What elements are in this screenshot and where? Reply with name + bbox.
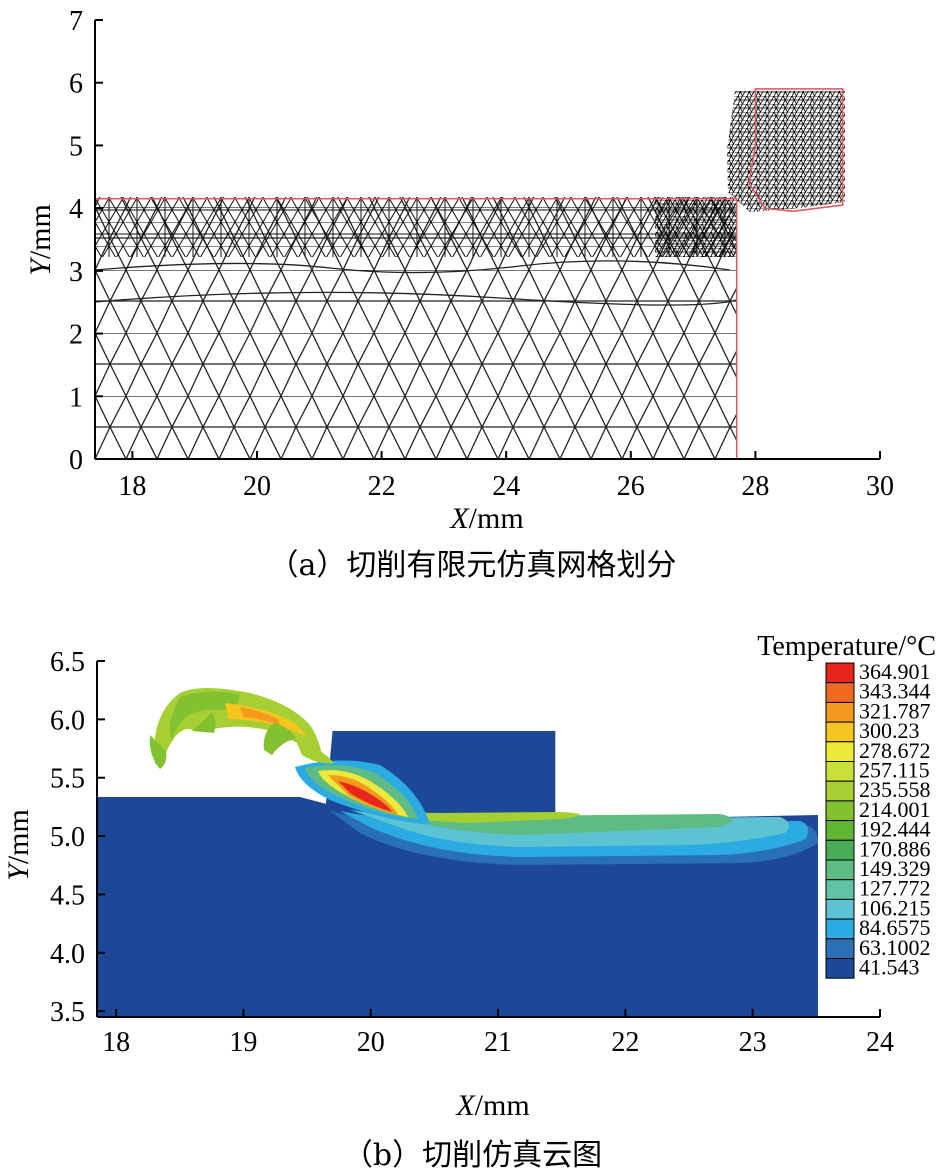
legend-swatch: [825, 800, 855, 822]
legend-swatch: [825, 761, 855, 782]
chip-hot-core: [240, 707, 280, 725]
y-tick-label: 3: [69, 257, 83, 288]
chip-segment-2: [263, 723, 296, 755]
legend-value: 364.901: [859, 659, 931, 684]
legend-value: 127.772: [859, 876, 931, 901]
legend-value: 343.344: [859, 679, 931, 704]
tool-mesh: [727, 91, 845, 212]
chip-lower-edge: [296, 741, 334, 764]
y-tick-label: 4: [69, 194, 83, 225]
y-tick-label: 4.5: [50, 880, 85, 911]
y-axis-label-a: Y/mm: [24, 204, 57, 276]
legend-value: 300.23: [859, 718, 920, 743]
temperature-field: [97, 688, 818, 1016]
x-tick-label: 28: [741, 471, 769, 502]
figure-a-caption: （a）切削有限元仿真网格划分: [268, 548, 677, 583]
legend-value: 41.543: [859, 955, 920, 980]
y-tick-label: 6: [69, 69, 83, 100]
legend-swatch: [825, 839, 855, 861]
chip-curl-tip: [149, 735, 167, 769]
y-tick-label: 3.5: [50, 997, 85, 1028]
legend-value: 149.329: [859, 856, 931, 881]
y-tick-label: 1: [69, 382, 83, 413]
legend-title: Temperature/°C: [757, 631, 936, 662]
y-tick-label: 2: [69, 320, 83, 351]
legend-value: 214.001: [859, 797, 931, 822]
y-tick-label: 6.5: [50, 647, 85, 678]
legend-value: 278.672: [859, 738, 931, 763]
legend-swatch: [825, 820, 855, 841]
x-tick-label: 20: [243, 471, 271, 502]
y-tick-label: 0: [69, 445, 83, 476]
x-tick-label: 18: [118, 471, 146, 502]
shear-zone-core: [338, 781, 392, 812]
x-tick-label: 19: [229, 1027, 257, 1058]
legend-value: 170.886: [859, 836, 931, 861]
legend-swatch: [825, 898, 855, 920]
y-tick-label: 7: [69, 6, 83, 37]
y-tick-label: 5.5: [50, 764, 85, 795]
x-axis-label-a: X/mm: [449, 502, 523, 535]
legend-value: 63.1002: [859, 935, 931, 960]
y-axis-label-b: Y/mm: [2, 809, 35, 881]
x-axis-label-b: X/mm: [455, 1089, 529, 1122]
tick-labels-b: 18 19 20 21 22 23 24 3.5 4.0 4.5 5.0 5.5 6.0 6.5: [50, 647, 894, 1058]
y-tick-label: 5.0: [50, 822, 85, 853]
legend-value: 84.6575: [859, 915, 931, 940]
legend-value: 192.444: [859, 817, 931, 842]
legend-value: 106.215: [859, 895, 931, 920]
legend-swatch: [825, 780, 855, 802]
x-tick-label: 24: [492, 471, 520, 502]
chip-segment-1: [192, 713, 216, 733]
legend-swatch: [825, 879, 855, 900]
figure-b-caption: （b）切削仿真云图: [342, 1138, 603, 1173]
legend-swatch: [825, 721, 855, 743]
legend-swatch: [825, 682, 855, 703]
x-tick-label: 23: [739, 1027, 767, 1058]
y-tick-label: 4.0: [50, 939, 85, 970]
legend-swatch: [825, 741, 855, 763]
y-tick-label: 6.0: [50, 705, 85, 736]
figure-b-temperature-chart: 18 19 20 21 22 23 24 3.5 4.0 4.5 5.0 5.5 6.0 6.5 X/mm…: [2, 631, 936, 1122]
x-tick-label: 21: [484, 1027, 512, 1058]
legend-value: 321.787: [859, 698, 931, 723]
legend-value: 235.558: [859, 777, 931, 802]
x-tick-label: 20: [357, 1027, 385, 1058]
x-tick-label: 24: [866, 1027, 894, 1058]
x-tick-label: 22: [368, 471, 396, 502]
legend-swatch: [825, 918, 855, 940]
y-tick-label: 5: [69, 131, 83, 162]
x-tick-label: 26: [617, 471, 645, 502]
chip-inner-green: [169, 691, 240, 740]
x-tick-label: 22: [611, 1027, 639, 1058]
legend-swatch: [825, 662, 855, 684]
temperature-legend: 364.901343.344321.787300.23278.672257.11…: [825, 659, 931, 980]
legend-swatch: [825, 958, 855, 979]
figure-a-mesh-chart: 18 20 22 24 26 28 30 0 1 2 3 4 5 6 7 X/mm Y/mm: [24, 6, 894, 535]
x-tick-label: 18: [102, 1027, 130, 1058]
workpiece-mesh: [95, 197, 736, 459]
x-tick-label: 30: [866, 471, 894, 502]
tick-marks-b: [97, 660, 881, 1017]
tick-marks-a: [95, 19, 881, 460]
legend-value: 257.115: [859, 758, 930, 783]
legend-swatch: [825, 701, 855, 723]
tick-labels-a: 18 20 22 24 26 28 30 0 1 2 3 4 5 6 7: [69, 6, 894, 502]
tool-outline: [748, 88, 844, 213]
legend-swatch: [825, 859, 855, 881]
legend-swatch: [825, 938, 855, 959]
axes-a: [94, 20, 880, 460]
